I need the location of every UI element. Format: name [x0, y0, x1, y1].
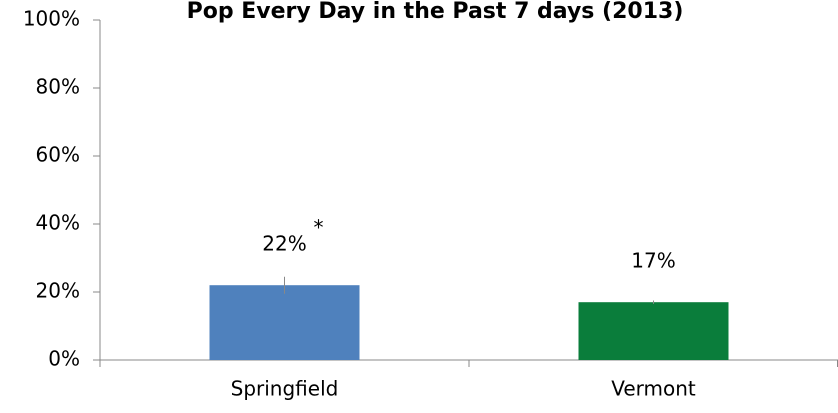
value-label: 17% — [631, 249, 675, 273]
y-tick-label: 100% — [23, 7, 80, 31]
y-tick-label: 40% — [36, 211, 80, 235]
chart-title: Pop Every Day in the Past 7 days (2013) — [187, 0, 684, 24]
value-label: 22% — [262, 232, 306, 256]
y-tick-label: 20% — [36, 279, 80, 303]
annotation: * — [314, 216, 324, 240]
y-tick-label: 60% — [36, 143, 80, 167]
y-tick-label: 0% — [48, 347, 80, 371]
y-tick-label: 80% — [36, 75, 80, 99]
bar — [209, 285, 360, 360]
x-tick-label: Springfield — [231, 377, 339, 401]
bar — [578, 302, 729, 360]
x-tick-label: Vermont — [611, 377, 696, 401]
